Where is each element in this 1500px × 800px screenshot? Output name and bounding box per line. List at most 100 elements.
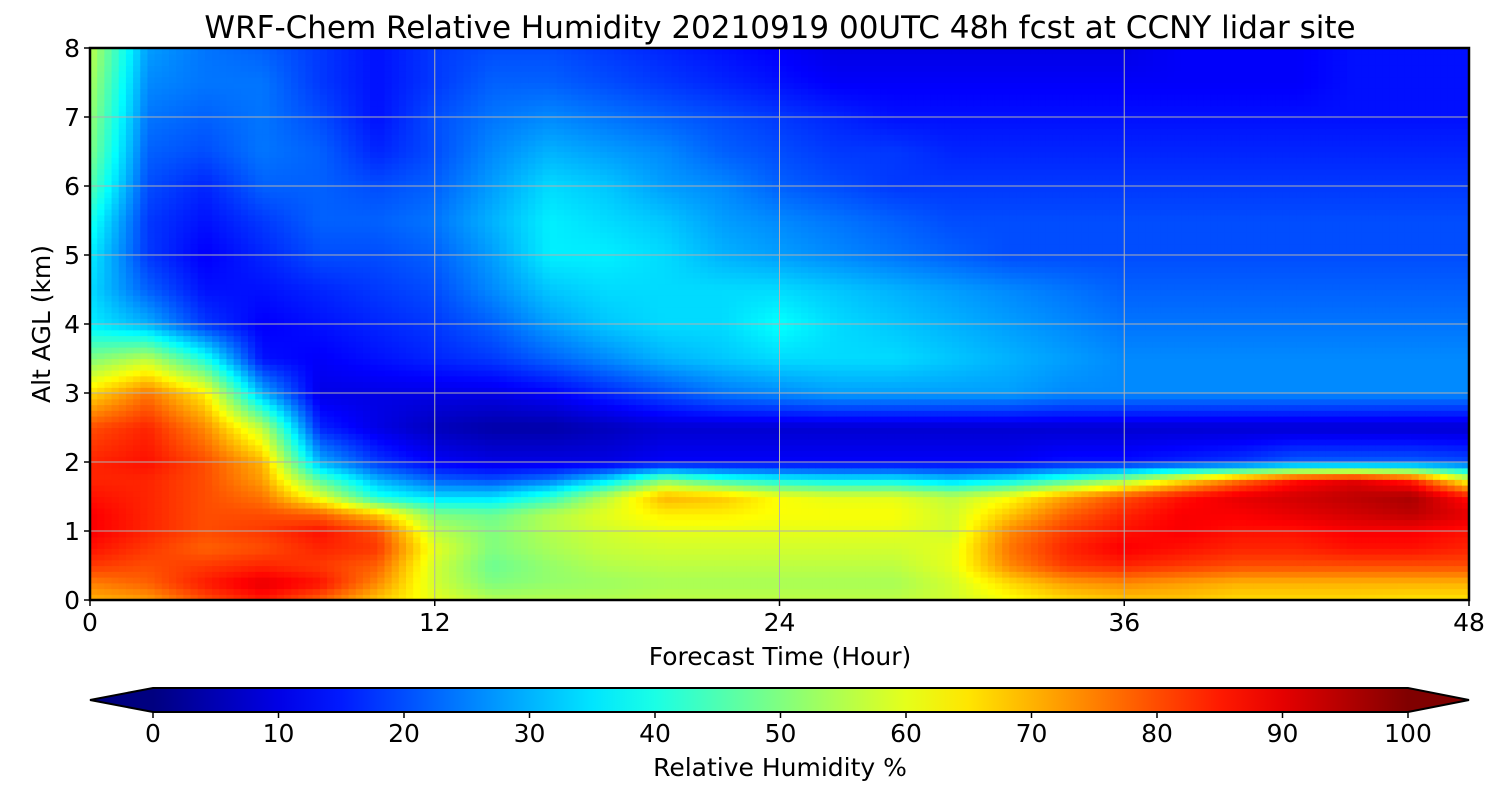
rh-cell	[112, 520, 120, 526]
rh-cell	[787, 497, 795, 503]
rh-cell	[327, 531, 335, 537]
rh-cell	[1088, 583, 1096, 589]
rh-cell	[636, 514, 644, 520]
rh-cell	[1031, 485, 1039, 491]
rh-cell	[887, 566, 895, 572]
rh-cell	[463, 468, 471, 474]
rh-cell	[1426, 514, 1434, 520]
rh-cell	[880, 502, 888, 508]
rh-cell	[715, 589, 723, 595]
rh-cell	[1419, 560, 1427, 566]
rh-cell	[1376, 531, 1384, 537]
rh-cell	[808, 566, 816, 572]
rh-cell	[923, 474, 931, 480]
rh-cell	[571, 560, 579, 566]
rh-cell	[765, 543, 773, 549]
rh-cell	[521, 479, 529, 485]
rh-cell	[693, 560, 701, 566]
rh-cell	[413, 571, 421, 577]
rh-cell	[600, 497, 608, 503]
rh-cell	[859, 508, 867, 514]
rh-cell	[851, 485, 859, 491]
rh-cell	[1218, 462, 1226, 468]
rh-cell	[973, 491, 981, 497]
rh-cell	[700, 583, 708, 589]
rh-cell	[1455, 577, 1463, 583]
rh-cell	[1002, 474, 1010, 480]
rh-cell	[212, 548, 220, 554]
rh-cell	[887, 514, 895, 520]
rh-cell	[1009, 497, 1017, 503]
rh-cell	[1117, 485, 1125, 491]
rh-cell	[1175, 497, 1183, 503]
rh-cell	[392, 548, 400, 554]
rh-cell	[119, 479, 127, 485]
rh-cell	[1045, 479, 1053, 485]
rh-cell	[1124, 462, 1132, 468]
rh-cell	[1052, 502, 1060, 508]
rh-cell	[169, 543, 177, 549]
rh-cell	[1052, 508, 1060, 514]
rh-cell	[600, 502, 608, 508]
rh-cell	[140, 543, 148, 549]
rh-cell	[586, 520, 594, 526]
rh-cell	[499, 566, 507, 572]
rh-cell	[535, 502, 543, 508]
rh-cell	[392, 583, 400, 589]
rh-cell	[1433, 566, 1441, 572]
rh-cell	[758, 566, 766, 572]
rh-cell	[621, 577, 629, 583]
rh-cell	[866, 479, 874, 485]
rh-cell	[973, 571, 981, 577]
rh-cell	[636, 583, 644, 589]
rh-cell	[313, 531, 321, 537]
rh-cell	[765, 548, 773, 554]
rh-cell	[435, 571, 443, 577]
rh-cell	[119, 451, 127, 457]
rh-cell	[1447, 514, 1455, 520]
rh-cell	[959, 468, 967, 474]
rh-cell	[270, 508, 278, 514]
rh-cell	[1160, 468, 1168, 474]
rh-cell	[823, 491, 831, 497]
rh-cell	[729, 520, 737, 526]
rh-cell	[1304, 589, 1312, 595]
rh-cell	[578, 571, 586, 577]
rh-cell	[1067, 462, 1075, 468]
rh-cell	[1067, 548, 1075, 554]
rh-cell	[1239, 583, 1247, 589]
rh-cell	[744, 508, 752, 514]
rh-cell	[442, 491, 450, 497]
rh-cell	[1203, 571, 1211, 577]
rh-cell	[1397, 514, 1405, 520]
rh-cell	[1275, 554, 1283, 560]
rh-cell	[248, 462, 256, 468]
rh-cell	[715, 502, 723, 508]
rh-cell	[449, 571, 457, 577]
rh-cell	[988, 566, 996, 572]
rh-cell	[392, 531, 400, 537]
rh-cell	[463, 462, 471, 468]
rh-cell	[952, 577, 960, 583]
rh-cell	[564, 589, 572, 595]
rh-cell	[1110, 468, 1118, 474]
rh-cell	[607, 589, 615, 595]
rh-cell	[1153, 462, 1161, 468]
rh-cell	[973, 548, 981, 554]
rh-cell	[1268, 537, 1276, 543]
rh-cell	[672, 548, 680, 554]
rh-cell	[729, 474, 737, 480]
rh-cell	[981, 589, 989, 595]
rh-cell	[1246, 537, 1254, 543]
rh-cell	[183, 514, 191, 520]
rh-cell	[708, 474, 716, 480]
rh-cell	[657, 571, 665, 577]
rh-cell	[938, 508, 946, 514]
rh-cell	[873, 479, 881, 485]
rh-cell	[1340, 462, 1348, 468]
rh-cell	[341, 462, 349, 468]
rh-cell	[176, 583, 184, 589]
rh-cell	[657, 508, 665, 514]
rh-cell	[1182, 554, 1190, 560]
rh-cell	[736, 548, 744, 554]
